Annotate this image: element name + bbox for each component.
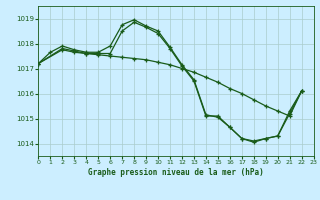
X-axis label: Graphe pression niveau de la mer (hPa): Graphe pression niveau de la mer (hPa) (88, 168, 264, 177)
